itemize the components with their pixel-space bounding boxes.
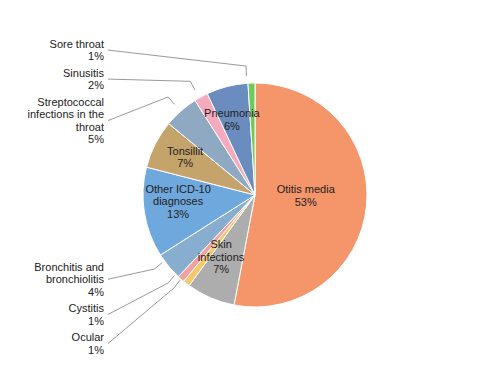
svg-text:Tonsillit7%: Tonsillit7% bbox=[167, 145, 203, 170]
svg-text:Sinusitis2%: Sinusitis2% bbox=[63, 67, 104, 92]
svg-text:Ocular1%: Ocular1% bbox=[72, 331, 105, 356]
svg-text:Otitis media53%: Otitis media53% bbox=[277, 183, 336, 208]
svg-text:Streptococcalinfections in the: Streptococcalinfections in thethroat5% bbox=[28, 96, 105, 146]
svg-text:Pneumonia6%: Pneumonia6% bbox=[204, 107, 261, 132]
svg-text:Cystitis1%: Cystitis1% bbox=[69, 302, 105, 327]
svg-text:Sore throat1%: Sore throat1% bbox=[50, 38, 105, 63]
svg-text:Bronchitis andbronchiolitis4%: Bronchitis andbronchiolitis4% bbox=[34, 261, 104, 298]
svg-text:Skininfections7%: Skininfections7% bbox=[198, 238, 245, 275]
svg-text:Other ICD-10diagnoses13%: Other ICD-10diagnoses13% bbox=[145, 183, 210, 220]
